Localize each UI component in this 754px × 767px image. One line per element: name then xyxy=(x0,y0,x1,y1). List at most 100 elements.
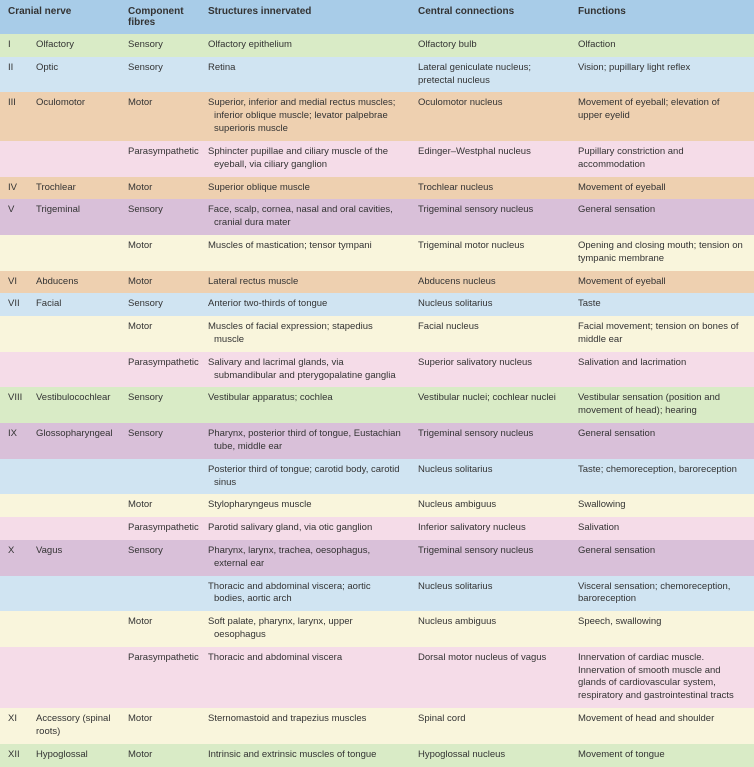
cell-fibres: Sensory xyxy=(120,199,200,235)
cell-num xyxy=(0,352,28,388)
cell-fibres: Sensory xyxy=(120,540,200,576)
cell-nerve: Trochlear xyxy=(28,177,120,200)
cell-num: IV xyxy=(0,177,28,200)
cell-fibres: Sensory xyxy=(120,57,200,93)
cell-fibres: Sensory xyxy=(120,423,200,459)
cell-num xyxy=(0,611,28,647)
cell-structures: Soft palate, pharynx, larynx, upper oeso… xyxy=(200,611,410,647)
cell-num: III xyxy=(0,92,28,140)
cell-nerve: Accessory (spinal roots) xyxy=(28,708,120,744)
cell-nerve xyxy=(28,352,120,388)
cell-connections: Trigeminal sensory nucleus xyxy=(410,423,570,459)
cell-num xyxy=(0,141,28,177)
cell-fibres: Parasympathetic xyxy=(120,141,200,177)
cell-functions: Visceral sensation; chemoreception, baro… xyxy=(570,576,754,612)
cell-functions: Olfaction xyxy=(570,34,754,57)
cell-structures: Face, scalp, cornea, nasal and oral cavi… xyxy=(200,199,410,235)
cell-connections: Vestibular nuclei; cochlear nuclei xyxy=(410,387,570,423)
cell-num: VI xyxy=(0,271,28,294)
cell-fibres: Motor xyxy=(120,92,200,140)
cell-functions: Vision; pupillary light reflex xyxy=(570,57,754,93)
cell-functions: General sensation xyxy=(570,199,754,235)
cell-num: X xyxy=(0,540,28,576)
table-row: VTrigeminalSensoryFace, scalp, cornea, n… xyxy=(0,199,754,235)
cell-functions: Taste; chemoreception, baroreception xyxy=(570,459,754,495)
cell-connections: Abducens nucleus xyxy=(410,271,570,294)
cell-nerve: Oculomotor xyxy=(28,92,120,140)
cell-connections: Nucleus solitarius xyxy=(410,576,570,612)
cell-connections: Nucleus ambiguus xyxy=(410,494,570,517)
cell-functions: Movement of eyeball xyxy=(570,271,754,294)
cell-fibres: Parasympathetic xyxy=(120,352,200,388)
cell-functions: General sensation xyxy=(570,540,754,576)
table-row: ParasympatheticParotid salivary gland, v… xyxy=(0,517,754,540)
cell-functions: Pupillary constriction and accommodation xyxy=(570,141,754,177)
cell-num xyxy=(0,235,28,271)
cell-num xyxy=(0,576,28,612)
cell-functions: Salivation xyxy=(570,517,754,540)
table-row: XIIHypoglossalMotorIntrinsic and extrins… xyxy=(0,744,754,767)
cell-structures: Superior oblique muscle xyxy=(200,177,410,200)
cell-num: IX xyxy=(0,423,28,459)
cell-nerve: Facial xyxy=(28,293,120,316)
cell-functions: Taste xyxy=(570,293,754,316)
cell-nerve: Olfactory xyxy=(28,34,120,57)
header-cranial-nerve: Cranial nerve xyxy=(0,0,120,34)
cell-fibres: Sensory xyxy=(120,387,200,423)
cell-functions: Salivation and lacrimation xyxy=(570,352,754,388)
cell-connections: Trigeminal motor nucleus xyxy=(410,235,570,271)
cell-nerve xyxy=(28,141,120,177)
cell-functions: Facial movement; tension on bones of mid… xyxy=(570,316,754,352)
cell-fibres: Sensory xyxy=(120,34,200,57)
cell-functions: General sensation xyxy=(570,423,754,459)
cell-fibres: Motor xyxy=(120,271,200,294)
cell-fibres: Motor xyxy=(120,316,200,352)
cell-connections: Hypoglossal nucleus xyxy=(410,744,570,767)
cell-nerve: Hypoglossal xyxy=(28,744,120,767)
table-row: VIIIVestibulocochlearSensoryVestibular a… xyxy=(0,387,754,423)
cell-num: XII xyxy=(0,744,28,767)
cell-nerve: Abducens xyxy=(28,271,120,294)
cell-structures: Vestibular apparatus; cochlea xyxy=(200,387,410,423)
cell-structures: Anterior two-thirds of tongue xyxy=(200,293,410,316)
cell-nerve xyxy=(28,235,120,271)
cell-connections: Nucleus solitarius xyxy=(410,459,570,495)
cell-nerve xyxy=(28,517,120,540)
table-row: IOlfactorySensoryOlfactory epitheliumOlf… xyxy=(0,34,754,57)
cell-structures: Thoracic and abdominal viscera xyxy=(200,647,410,708)
cell-fibres xyxy=(120,459,200,495)
cell-structures: Salivary and lacrimal glands, via subman… xyxy=(200,352,410,388)
cell-fibres: Motor xyxy=(120,235,200,271)
cell-structures: Thoracic and abdominal viscera; aortic b… xyxy=(200,576,410,612)
cell-nerve xyxy=(28,647,120,708)
cell-functions: Speech, swallowing xyxy=(570,611,754,647)
cell-num: VII xyxy=(0,293,28,316)
cell-fibres: Parasympathetic xyxy=(120,647,200,708)
table-row: VIAbducensMotorLateral rectus muscleAbdu… xyxy=(0,271,754,294)
cell-num: XI xyxy=(0,708,28,744)
cell-num xyxy=(0,459,28,495)
cell-connections: Edinger–Westphal nucleus xyxy=(410,141,570,177)
cell-connections: Nucleus solitarius xyxy=(410,293,570,316)
cell-num xyxy=(0,647,28,708)
cell-structures: Retina xyxy=(200,57,410,93)
table-row: IXGlossopharyngealSensoryPharynx, poster… xyxy=(0,423,754,459)
cell-nerve xyxy=(28,459,120,495)
table-body: IOlfactorySensoryOlfactory epitheliumOlf… xyxy=(0,34,754,767)
cell-structures: Superior, inferior and medial rectus mus… xyxy=(200,92,410,140)
cell-num xyxy=(0,316,28,352)
cell-connections: Inferior salivatory nucleus xyxy=(410,517,570,540)
cell-num xyxy=(0,517,28,540)
cell-connections: Dorsal motor nucleus of vagus xyxy=(410,647,570,708)
cell-functions: Innervation of cardiac muscle. Innervati… xyxy=(570,647,754,708)
cell-fibres: Parasympathetic xyxy=(120,517,200,540)
header-functions: Functions xyxy=(570,0,754,34)
cell-structures: Parotid salivary gland, via otic ganglio… xyxy=(200,517,410,540)
cell-connections: Facial nucleus xyxy=(410,316,570,352)
cell-functions: Movement of head and shoulder xyxy=(570,708,754,744)
cell-nerve: Trigeminal xyxy=(28,199,120,235)
cell-num: VIII xyxy=(0,387,28,423)
cell-nerve: Glossopharyngeal xyxy=(28,423,120,459)
cell-fibres: Motor xyxy=(120,611,200,647)
table-row: Posterior third of tongue; carotid body,… xyxy=(0,459,754,495)
